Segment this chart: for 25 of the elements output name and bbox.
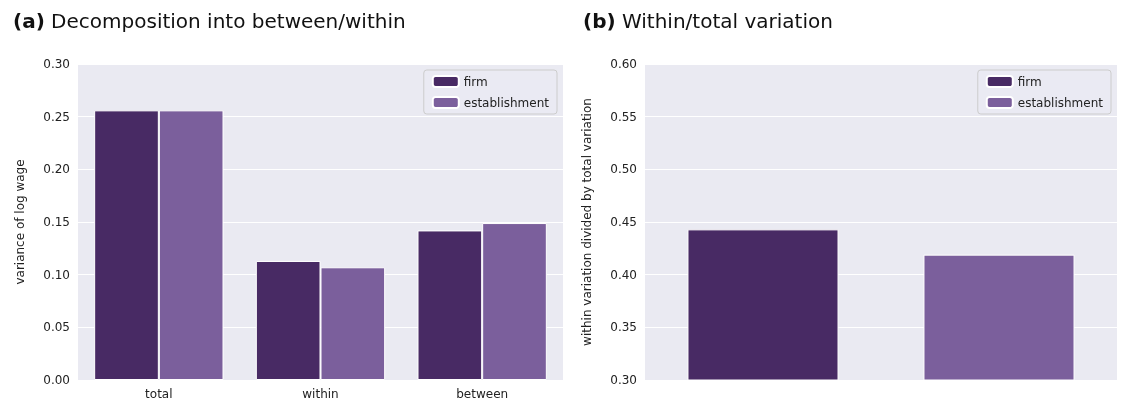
y-tick-label: 0.15 [43,215,70,229]
y-tick-label: 0.05 [43,320,70,335]
y-tick-label: 0.30 [43,57,70,71]
x-tick-label: between [456,387,509,401]
y-tick-label: 0.40 [610,267,637,282]
chart-title: (a) Decomposition into between/within [13,9,406,33]
legend-label: establishment [463,95,550,110]
legend-label: establishment [1017,95,1104,110]
y-tick-label: 0.50 [610,162,637,177]
x-tick-label: total [145,387,173,401]
y-tick-label: 0.30 [610,373,637,387]
chart-title: (b) Within/total variation [583,9,833,33]
legend-label: firm [1017,74,1042,89]
y-tick-label: 0.20 [43,162,70,177]
x-tick-label: within [302,387,339,401]
legend-label: firm [463,74,488,89]
y-tick-label: 0.10 [43,267,70,282]
y-tick-label: 0.00 [43,373,70,387]
y-axis-title: within variation divided by total variation [580,98,594,346]
y-tick-label: 0.25 [43,109,70,124]
y-tick-label: 0.35 [610,320,637,335]
y-axis-title: variance of log wage [13,159,27,285]
y-tick-label: 0.55 [610,109,637,124]
y-tick-label: 0.45 [610,215,637,229]
y-tick-label: 0.60 [610,57,637,71]
